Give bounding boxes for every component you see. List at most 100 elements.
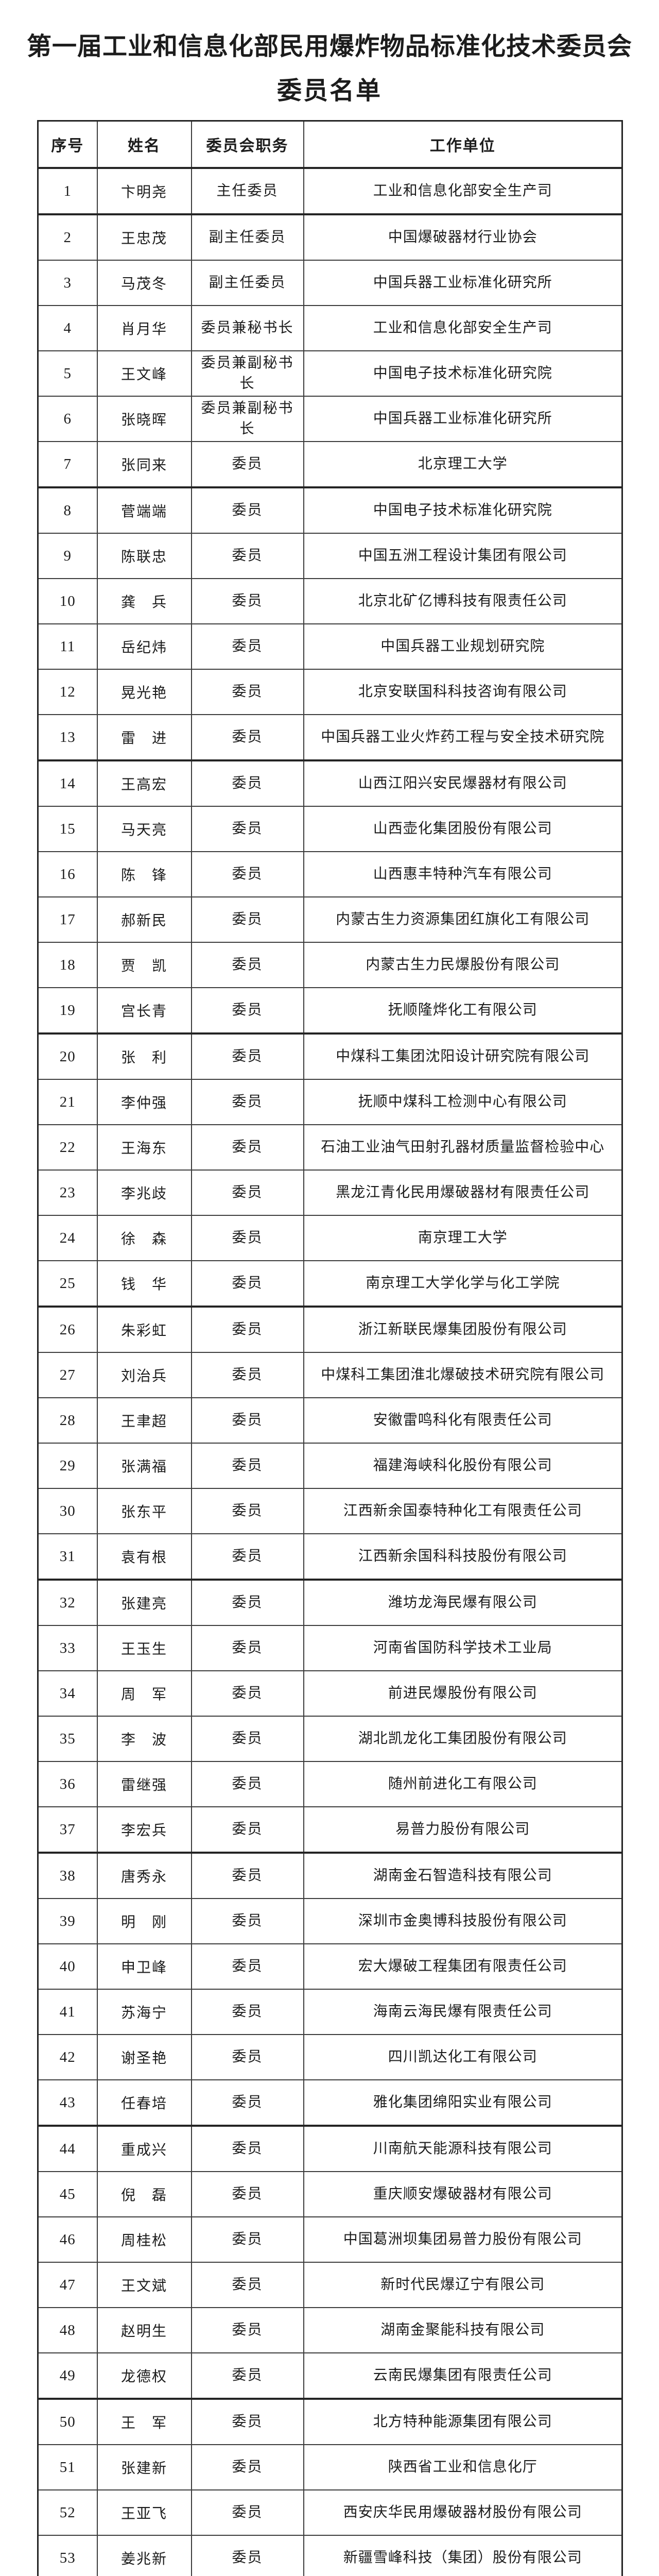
table-row: 31 袁有根 委员 江西新余国科科技股份有限公司 <box>37 1533 623 1581</box>
role-cell: 委员 <box>190 1989 304 2035</box>
table-row: 48 赵明生 委员 湖南金聚能科技有限公司 <box>37 2307 623 2353</box>
serial-cell: 32 <box>37 1579 98 1626</box>
role-text: 委员 <box>232 2367 263 2383</box>
role-cell: 委员 <box>190 578 304 624</box>
role-cell: 委员 <box>190 2262 304 2308</box>
name-cell: 周桂松 <box>96 2216 192 2263</box>
name-cell: 张满福 <box>96 1443 192 1489</box>
table-row: 42 谢圣艳 委员 四川凯达化工有限公司 <box>37 2034 623 2080</box>
unit-cell: 新时代民爆辽宁有限公司 <box>303 2262 623 2308</box>
serial-cell: 19 <box>37 987 98 1035</box>
table-row: 47 王文斌 委员 新时代民爆辽宁有限公司 <box>37 2262 623 2308</box>
role-cell: 委员 <box>190 760 304 807</box>
role-text: 委员 <box>232 2459 263 2475</box>
table-row: 20 张 利 委员 中煤科工集团沈阳设计研究院有限公司 <box>37 1033 623 1080</box>
table-row: 3 马茂冬 副主任委员 中国兵器工业标准化研究所 <box>37 260 623 306</box>
name-cell: 张建亮 <box>96 1579 192 1626</box>
unit-cell: 内蒙古生力民爆股份有限公司 <box>303 942 623 988</box>
serial-cell: 52 <box>37 2489 98 2536</box>
serial-cell: 50 <box>37 2398 98 2445</box>
name-cell: 岳纪炜 <box>96 623 192 670</box>
table-row: 19 宫长青 委员 抚顺隆烨化工有限公司 <box>37 987 623 1035</box>
table-row: 9 陈联忠 委员 中国五洲工程设计集团有限公司 <box>37 533 623 579</box>
role-cell: 委员 <box>190 2352 304 2400</box>
name-cell: 姜兆新 <box>96 2535 192 2576</box>
role-cell: 委员 <box>190 1943 304 1990</box>
table-row: 12 晃光艳 委员 北京安联国科科技咨询有限公司 <box>37 669 623 715</box>
table-row: 49 龙德权 委员 云南民爆集团有限责任公司 <box>37 2352 623 2400</box>
unit-cell: 随州前进化工有限公司 <box>303 1761 623 1807</box>
unit-cell: 黑龙江青化民用爆破器材有限责任公司 <box>303 1170 623 1216</box>
name-cell: 刘治兵 <box>96 1352 192 1398</box>
role-text: 委员 <box>232 502 263 518</box>
role-cell: 委员 <box>190 1397 304 1444</box>
serial-cell: 12 <box>37 669 98 715</box>
serial-cell: 3 <box>37 260 98 306</box>
serial-cell: 17 <box>37 896 98 943</box>
unit-cell: 深圳市金奥博科技股份有限公司 <box>303 1898 623 1944</box>
table-row: 16 陈 锋 委员 山西惠丰特种汽车有限公司 <box>37 851 623 897</box>
table-row: 4 肖月华 委员兼秘书长 工业和信息化部安全生产司 <box>37 305 623 351</box>
name-cell: 李兆歧 <box>96 1170 192 1216</box>
name-cell: 王文峰 <box>96 350 192 397</box>
role-text: 委员 <box>232 1002 263 1018</box>
role-cell: 委员 <box>190 2307 304 2353</box>
unit-cell: 南京理工大学 <box>303 1215 623 1261</box>
role-text: 主任委员 <box>216 183 279 199</box>
serial-cell: 4 <box>37 305 98 351</box>
role-cell: 主任委员 <box>190 167 304 215</box>
role-cell: 委员 <box>190 2079 304 2127</box>
unit-cell: 北方特种能源集团有限公司 <box>303 2398 623 2445</box>
unit-cell: 工业和信息化部安全生产司 <box>303 305 623 351</box>
unit-cell: 中国兵器工业火炸药工程与安全技术研究院 <box>303 714 623 761</box>
role-cell: 委员 <box>190 896 304 943</box>
role-cell: 委员 <box>190 1260 304 1308</box>
role-cell: 委员 <box>190 2216 304 2263</box>
role-text: 委员 <box>232 2004 263 2020</box>
unit-cell: 易普力股份有限公司 <box>303 1806 623 1854</box>
role-cell: 委员 <box>190 2398 304 2445</box>
table-row: 28 王聿超 委员 安徽雷鸣科化有限责任公司 <box>37 1397 623 1444</box>
unit-cell: 中煤科工集团沈阳设计研究院有限公司 <box>303 1033 623 1080</box>
unit-cell: 中国兵器工业标准化研究所 <box>303 396 623 442</box>
role-cell: 副主任委员 <box>190 214 304 261</box>
name-cell: 李宏兵 <box>96 1806 192 1854</box>
serial-cell: 16 <box>37 851 98 897</box>
name-cell: 任春培 <box>96 2079 192 2127</box>
table-row: 27 刘治兵 委员 中煤科工集团淮北爆破技术研究院有限公司 <box>37 1352 623 1398</box>
role-text: 委员 <box>232 2049 263 2065</box>
table-row: 53 姜兆新 委员 新疆雪峰科技（集团）股份有限公司 <box>37 2535 623 2576</box>
name-cell: 李仲强 <box>96 1079 192 1125</box>
role-text: 委员 <box>232 866 263 882</box>
role-cell: 委员 <box>190 1533 304 1581</box>
name-cell: 张建新 <box>96 2444 192 2490</box>
table-row: 7 张同来 委员 北京理工大学 <box>37 441 623 488</box>
serial-cell: 7 <box>37 441 98 488</box>
serial-cell: 22 <box>37 1124 98 1171</box>
role-cell: 委员 <box>190 533 304 579</box>
table-row: 29 张满福 委员 福建海峡科化股份有限公司 <box>37 1443 623 1489</box>
role-text: 副主任委员 <box>209 275 286 291</box>
name-cell: 重成兴 <box>96 2125 192 2172</box>
name-cell: 王 军 <box>96 2398 192 2445</box>
name-cell: 王文斌 <box>96 2262 192 2308</box>
unit-cell: 湖南金聚能科技有限公司 <box>303 2307 623 2353</box>
unit-cell: 中国兵器工业标准化研究所 <box>303 260 623 306</box>
serial-cell: 25 <box>37 1260 98 1308</box>
serial-cell: 9 <box>37 533 98 579</box>
unit-cell: 安徽雷鸣科化有限责任公司 <box>303 1397 623 1444</box>
name-cell: 晃光艳 <box>96 669 192 715</box>
serial-cell: 21 <box>37 1079 98 1125</box>
table-row: 10 龚 兵 委员 北京北矿亿博科技有限责任公司 <box>37 578 623 624</box>
table-row: 50 王 军 委员 北方特种能源集团有限公司 <box>37 2398 623 2445</box>
name-cell: 王高宏 <box>96 760 192 807</box>
table-row: 34 周 军 委员 前进民爆股份有限公司 <box>37 1670 623 1717</box>
unit-cell: 宏大爆破工程集团有限责任公司 <box>303 1943 623 1990</box>
role-cell: 委员 <box>190 1716 304 1762</box>
table-row: 30 张东平 委员 江西新余国泰特种化工有限责任公司 <box>37 1488 623 1534</box>
table-row: 5 王文峰 委员兼副秘书长 中国电子技术标准化研究院 <box>37 350 623 397</box>
role-cell: 委员 <box>190 1170 304 1216</box>
name-cell: 朱彩虹 <box>96 1306 192 1353</box>
members-table: 序号 姓名 委员会职务 工作单位 1 卞明尧 主任委员 工业和信息化部安全生产司 2 王忠… <box>37 120 623 2576</box>
role-text: 委员 <box>232 1321 263 1337</box>
